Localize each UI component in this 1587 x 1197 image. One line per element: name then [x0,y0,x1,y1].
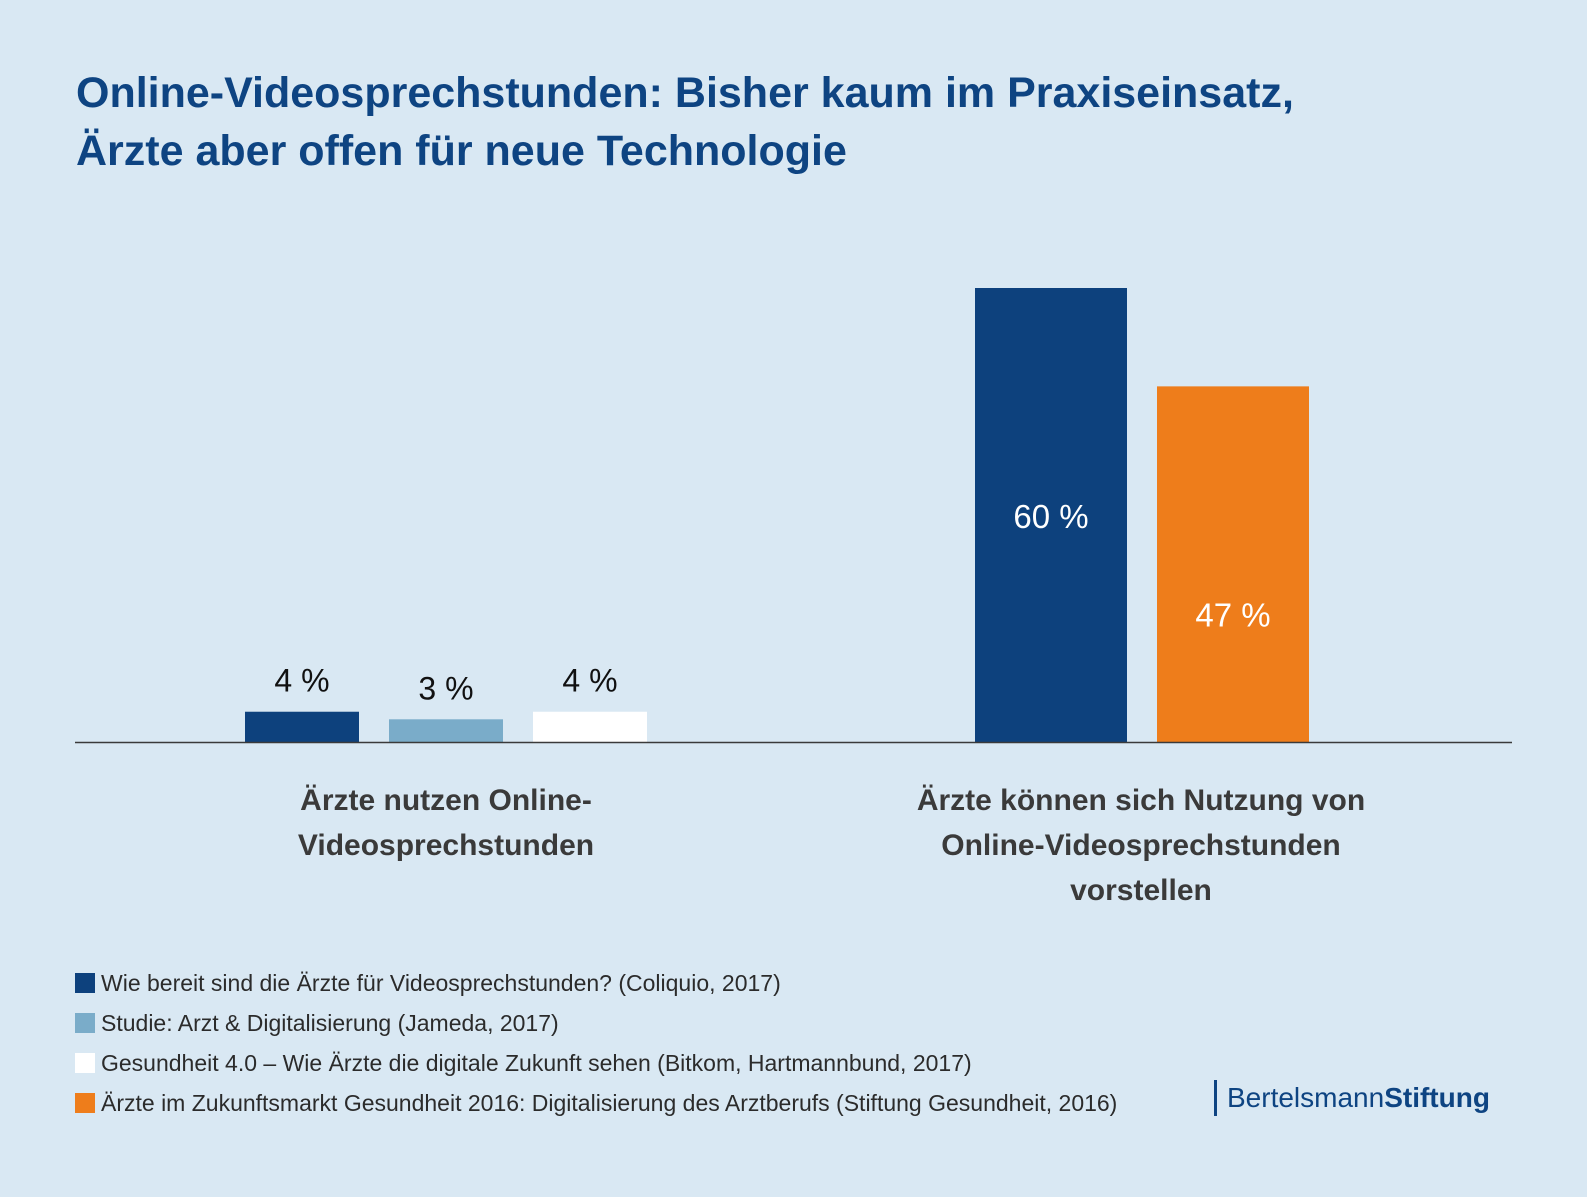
chart-title-line-2: Ärzte aber offen für neue Technologie [76,127,847,175]
category-label-0-line-1: Videosprechstunden [297,829,595,862]
data-label-g0-s0: 4 % [274,663,329,699]
chart-title: Online-Videosprechstunden: Bisher kaum i… [76,64,1476,180]
data-label-g1-s0: 60 % [1013,498,1088,535]
legend-swatch-3 [75,1093,95,1113]
category-label-1-line-2: vorstellen [1070,874,1212,907]
legend: Wie bereit sind die Ärzte für Videosprec… [75,963,1117,1123]
category-label-1-line-0: Ärzte können sich Nutzung von [916,784,1366,817]
category-label-1-line-1: Online-Videosprechstunden [941,829,1341,862]
legend-swatch-0 [75,973,95,993]
category-label-1: Ärzte können sich Nutzung von Online-Vide… [861,778,1421,913]
category-label-0: Ärzte nutzen Online- Videosprechstunden [186,778,706,868]
legend-label-0: Wie bereit sind die Ärzte für Videosprec… [101,969,781,996]
bar-g0-s1 [389,719,503,742]
logo-text-stiftung: Stiftung [1384,1082,1490,1113]
legend-item-3: Ärzte im Zukunftsmarkt Gesundheit 2016: … [75,1083,1117,1123]
bertelsmann-stiftung-logo: BertelsmannStiftung [1214,1080,1490,1116]
data-label-g0-s2: 4 % [562,663,617,699]
legend-label-1: Studie: Arzt & Digitalisierung (Jameda, … [101,1009,559,1036]
logo-text-bertelsmann: Bertelsmann [1227,1082,1385,1113]
data-label-g1-s3: 47 % [1195,596,1270,633]
category-label-0-line-0: Ärzte nutzen Online- [300,784,592,817]
legend-label-2: Gesundheit 4.0 – Wie Ärzte die digitale … [101,1049,972,1076]
legend-item-0: Wie bereit sind die Ärzte für Videosprec… [75,963,1117,1003]
data-label-g0-s1: 3 % [418,670,473,706]
legend-swatch-2 [75,1053,95,1073]
chart-title-line-1: Online-Videosprechstunden: Bisher kaum i… [76,69,1294,117]
legend-swatch-1 [75,1013,95,1033]
legend-item-2: Gesundheit 4.0 – Wie Ärzte die digitale … [75,1043,1117,1083]
legend-label-3: Ärzte im Zukunftsmarkt Gesundheit 2016: … [101,1089,1118,1116]
bar-g0-s0 [245,711,359,742]
bar-g1-s3 [1157,386,1309,742]
legend-item-1: Studie: Arzt & Digitalisierung (Jameda, … [75,1003,1117,1043]
bar-g0-s2 [533,711,647,742]
bar-g1-s0 [975,288,1127,742]
